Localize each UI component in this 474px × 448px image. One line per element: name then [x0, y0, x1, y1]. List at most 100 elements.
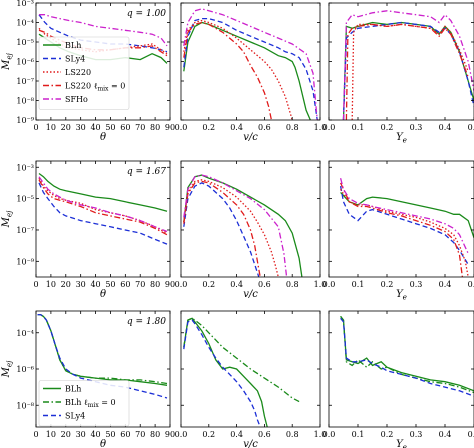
- x-tick-label: 0.5: [468, 123, 474, 132]
- x-tick-label: 0.5: [468, 280, 474, 289]
- y-tick-label: 10⁻⁵: [16, 38, 34, 47]
- x-tick-label: 10: [46, 123, 56, 132]
- x-tick-label: 0.3: [410, 280, 423, 289]
- series-line-sly4: [339, 185, 469, 265]
- x-tick-label: 90: [165, 280, 175, 289]
- x-tick-label: 30: [76, 430, 86, 439]
- x-tick-label: 0.4: [439, 280, 452, 289]
- x-tick-label: 60: [120, 430, 130, 439]
- x-tick-label: 1.0: [314, 280, 327, 289]
- x-tick-label: 0.8: [286, 280, 299, 289]
- panel-r0-c0: 0 10 20 30 40 50 60 70 80 90 10⁻⁹ 10⁻⁸ 10⁻⁷ 10⁻⁶ 10⁻⁵ 1…: [16, 0, 175, 132]
- x-tick-label: 30: [76, 280, 86, 289]
- x-tick-label: 40: [90, 430, 100, 439]
- x-tick-label: 0.4: [230, 280, 243, 289]
- series-line-sly4: [183, 17, 318, 120]
- x-tick-label: 90: [165, 430, 175, 439]
- x-tick-label: 0: [33, 430, 38, 439]
- y-tick-label: 10⁻⁷: [16, 226, 34, 235]
- x-tick-label: 0.1: [352, 280, 365, 289]
- x-tick-label: 10: [46, 430, 56, 439]
- series-line-sly4: [37, 313, 168, 399]
- x-tick-label: 0.2: [381, 430, 394, 439]
- x-tick-label: 0.0: [323, 123, 336, 132]
- x-tick-label: 0.0: [323, 430, 336, 439]
- y-tick-label: 10⁻⁷: [16, 77, 34, 86]
- x-axis-label: θ: [100, 439, 106, 448]
- y-tick-label: 10⁻⁵: [16, 195, 34, 204]
- x-tick-label: 60: [120, 280, 130, 289]
- series-line-blh: [183, 21, 311, 120]
- x-tick-label: 0.2: [202, 280, 215, 289]
- legend-box: [38, 380, 130, 427]
- series-line-sfho: [38, 176, 168, 233]
- legend: BLh SLy4 LS220 LS220 ℓmix = 0 SFHo: [38, 36, 130, 110]
- x-tick-label: 20: [61, 280, 71, 289]
- y-tick-label: 10⁻⁶: [16, 58, 34, 67]
- x-axis-label: θ: [100, 132, 106, 143]
- x-tick-label: 0.1: [352, 123, 365, 132]
- panel-r0-c1: 0.0 0.2 0.4 0.6 0.8 1.0: [175, 2, 326, 132]
- panel-r2-c0: 0 10 20 30 40 50 60 70 80 90 10⁻⁸ 10⁻⁶ 10⁻⁴ q = 1.80 B…: [16, 310, 175, 439]
- legend: BLh BLh ℓmix = 0 SLy4: [38, 380, 130, 427]
- series-line-blh: [183, 317, 268, 427]
- series-line-ls220-mix-0: [38, 29, 168, 57]
- y-tick-label: 10⁻³: [16, 163, 34, 172]
- q-annotation: q = 1.80: [127, 317, 166, 327]
- series-line-blh: [340, 315, 474, 392]
- x-tick-label: 0.1: [352, 430, 365, 439]
- series-line-blh: [342, 21, 474, 120]
- y-axis-label: Mej: [1, 210, 14, 229]
- y-axis-label: Mej: [1, 52, 14, 71]
- axes-frame: [328, 310, 474, 428]
- series-line-blh: [183, 174, 303, 277]
- y-axis-label: Mej: [1, 360, 14, 379]
- x-tick-label: 0.4: [439, 123, 452, 132]
- x-tick-label: 20: [61, 430, 71, 439]
- legend-label: LS220: [65, 68, 91, 77]
- y-tick-label: 10⁻³: [16, 0, 34, 8]
- x-tick-label: 80: [150, 430, 160, 439]
- x-tick-label: 20: [61, 123, 71, 132]
- x-tick-label: 40: [90, 123, 100, 132]
- series-line-ls220-mix-0: [38, 179, 168, 236]
- legend-label: BLh: [65, 41, 81, 50]
- x-tick-label: 0.2: [202, 123, 215, 132]
- panel-r2-c1: 0.0 0.2 0.4 0.6 0.8 1.0: [175, 310, 326, 439]
- series-line-ls220-mix-0: [340, 182, 464, 277]
- series-line-blh-mix-0: [183, 317, 300, 403]
- panel-r1-c0: 0 10 20 30 40 50 60 70 80 90 10⁻⁹ 10⁻⁷ 10⁻⁵ 10⁻³ q = 1…: [16, 160, 175, 289]
- x-tick-label: 0.2: [202, 430, 215, 439]
- x-tick-label: 0.2: [381, 280, 394, 289]
- x-tick-label: 90: [165, 123, 175, 132]
- x-tick-label: 30: [76, 123, 86, 132]
- x-tick-label: 80: [150, 280, 160, 289]
- x-tick-label: 70: [135, 280, 145, 289]
- x-axis-label: v/c: [243, 132, 258, 143]
- series-line-ls220: [183, 19, 293, 120]
- x-tick-label: 0: [33, 280, 38, 289]
- x-tick-label: 0.6: [258, 430, 271, 439]
- y-tick-label: 10⁻⁸: [16, 401, 34, 410]
- x-axis-label: v/c: [243, 289, 258, 300]
- panel-r1-c1: 0.0 0.2 0.4 0.6 0.8 1.0: [175, 160, 327, 289]
- y-tick-label: 10⁻⁸: [16, 97, 34, 106]
- x-tick-label: 50: [105, 430, 115, 439]
- legend-box: [38, 36, 130, 110]
- series-line-sly4: [342, 21, 474, 120]
- x-tick-label: 0: [33, 123, 38, 132]
- x-tick-label: 50: [105, 123, 115, 132]
- y-tick-label: 10⁻⁴: [16, 329, 34, 338]
- x-tick-label: 80: [150, 123, 160, 132]
- series-line-ls220: [340, 188, 469, 277]
- x-tick-label: 0.2: [381, 123, 394, 132]
- q-annotation: q = 1.67: [127, 167, 166, 177]
- x-axis-label: v/c: [243, 439, 258, 448]
- x-tick-label: 0.8: [286, 430, 299, 439]
- x-tick-label: 50: [105, 280, 115, 289]
- series-line-sly4: [183, 319, 261, 427]
- series-line-blh-mix-0: [340, 315, 474, 394]
- series-line-ls220: [351, 23, 469, 120]
- legend-label: SFHo: [65, 95, 88, 104]
